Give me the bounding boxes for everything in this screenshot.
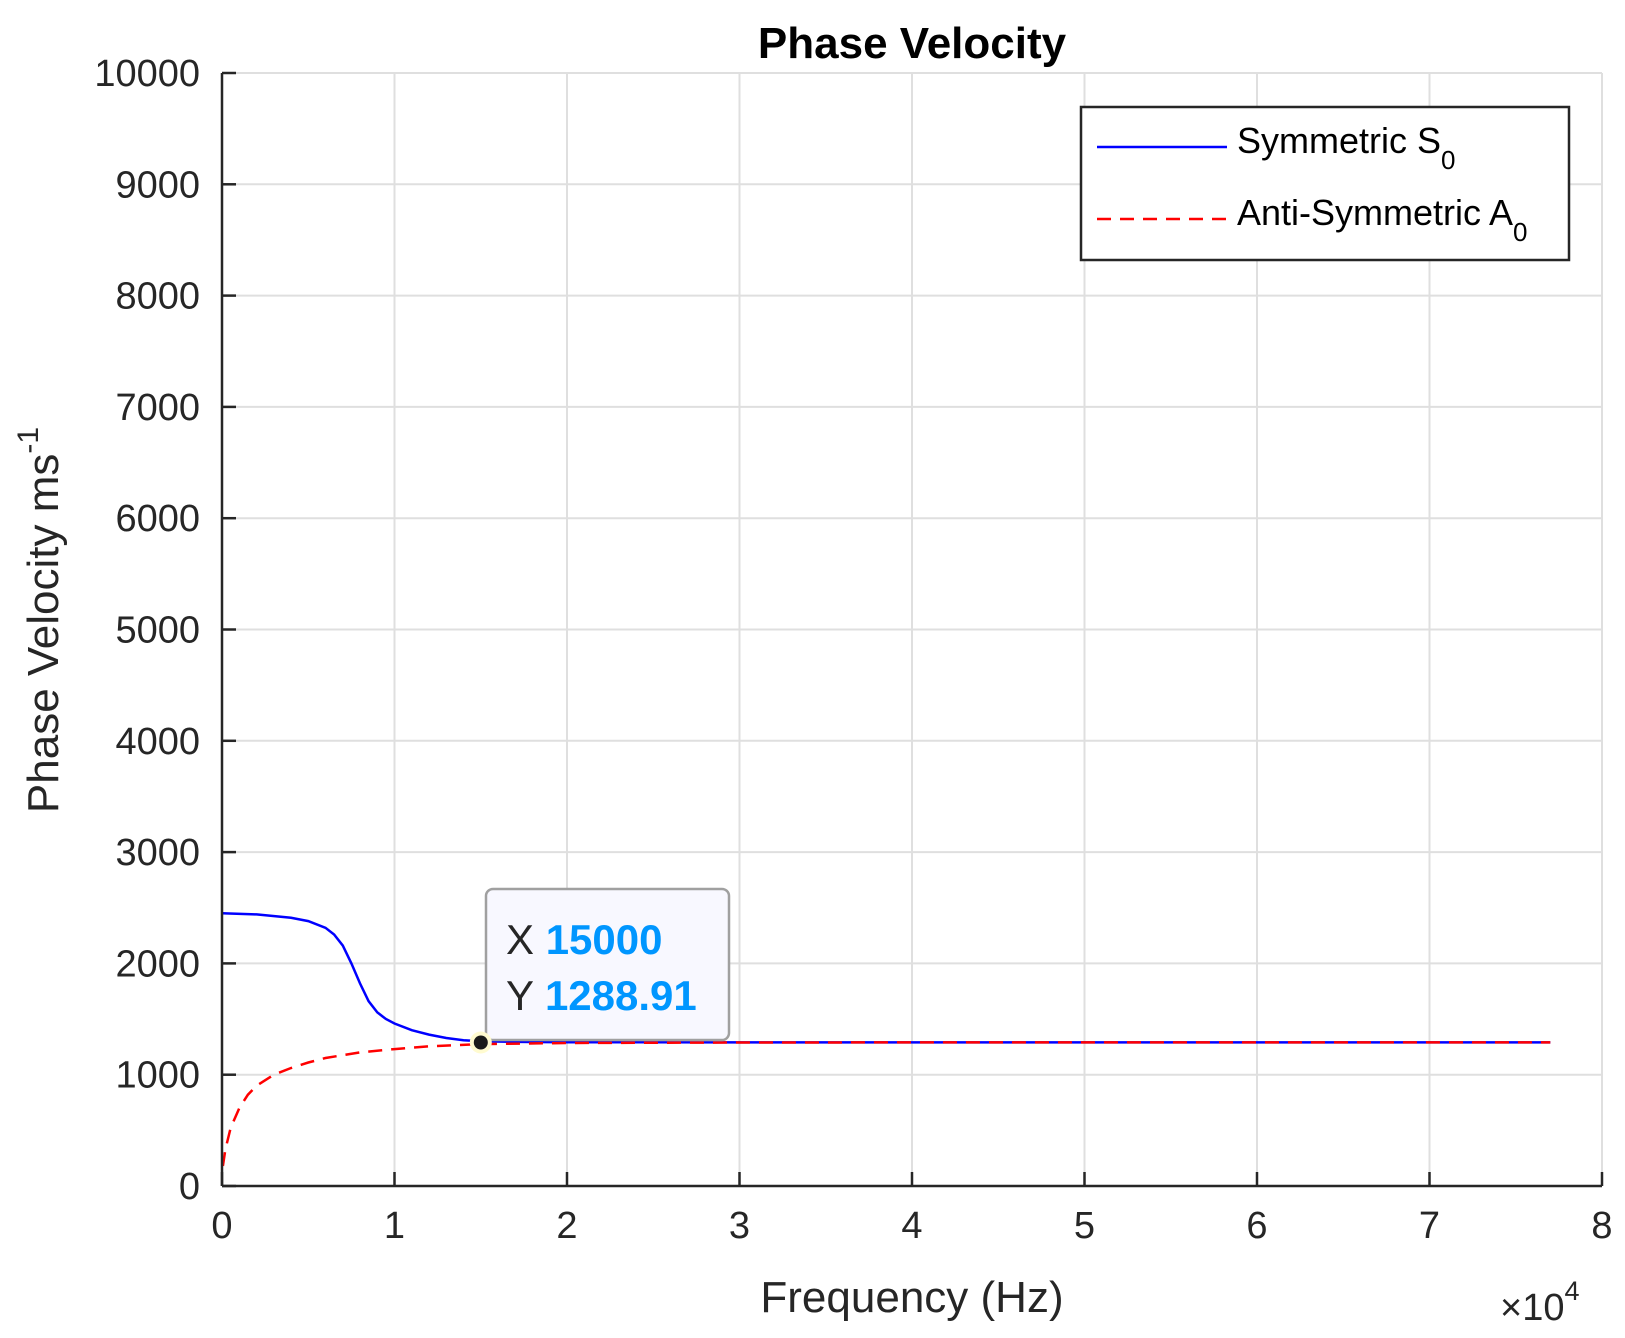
chart-title: Phase Velocity [758, 19, 1067, 68]
tick-labels: 0 1 2 3 4 5 6 7 8 0 1000 2000 3000 4000 5000 6000 7000 80… [94, 53, 1612, 1247]
x-tick-label-3: 3 [729, 1205, 750, 1247]
legend-subscript-antisymmetric: 0 [1513, 217, 1527, 247]
y-axis-label-main: Phase Velocity ms [19, 454, 68, 814]
x-tick-label-6: 6 [1246, 1205, 1267, 1247]
legend-entry-symmetric: Symmetric S0 [1237, 120, 1455, 175]
axes [220, 71, 1604, 1188]
y-tick-label-3: 3000 [115, 832, 200, 874]
legend-label-antisymmetric: Anti-Symmetric A [1237, 192, 1513, 233]
x-exponent-base: ×10 [1500, 1287, 1564, 1329]
x-tick-label-2: 2 [556, 1205, 577, 1247]
x-axis-label: Frequency (Hz) [760, 1273, 1063, 1322]
y-tick-label-8: 8000 [115, 276, 200, 318]
datatip-y-prefix: Y [506, 972, 534, 1019]
y-axis-label-superscript: -1 [12, 427, 45, 454]
series-line-antisymmetric [221, 1041, 1551, 1167]
y-tick-label-6: 6000 [115, 498, 200, 540]
legend-entry-antisymmetric: Anti-Symmetric A0 [1237, 192, 1528, 247]
datatip-y-value: 1288.91 [545, 972, 697, 1019]
datatip-marker[interactable] [473, 1035, 488, 1050]
datatip-box [484, 887, 731, 1042]
x-axis-exponent: ×104 [1500, 1276, 1580, 1329]
x-tick-label-7: 7 [1419, 1205, 1440, 1247]
y-tick-label-0: 0 [179, 1166, 200, 1208]
y-tick-label-4: 4000 [115, 721, 200, 763]
y-tick-label-9: 9000 [115, 164, 200, 206]
datatip-y-line: Y 1288.91 [506, 972, 697, 1019]
x-tick-label-8: 8 [1591, 1205, 1612, 1247]
datatip-x-prefix: X [506, 916, 534, 963]
series-line-symmetric [221, 912, 1551, 1044]
legend[interactable]: Symmetric S0 Anti-Symmetric A0 [1079, 105, 1571, 262]
x-tick-label-0: 0 [211, 1205, 232, 1247]
x-tick-label-5: 5 [1074, 1205, 1095, 1247]
y-axis-label: Phase Velocity ms-1 [12, 427, 68, 813]
legend-box [1079, 105, 1571, 262]
y-tick-label-2: 2000 [115, 943, 200, 985]
x-tick-label-4: 4 [901, 1205, 922, 1247]
y-tick-label-5: 5000 [115, 610, 200, 652]
y-tick-label-10: 10000 [94, 53, 200, 95]
legend-label-symmetric: Symmetric S [1237, 120, 1441, 161]
x-tick-label-1: 1 [384, 1205, 405, 1247]
datatip[interactable]: X 15000 Y 1288.91 [469, 887, 731, 1054]
legend-subscript-symmetric: 0 [1441, 145, 1455, 175]
y-tick-label-1: 1000 [115, 1055, 200, 1097]
y-tick-label-7: 7000 [115, 387, 200, 429]
datatip-x-line: X 15000 [506, 916, 662, 963]
plot-series [221, 912, 1551, 1167]
datatip-x-value: 15000 [546, 916, 663, 963]
x-exponent-power: 4 [1564, 1276, 1579, 1306]
